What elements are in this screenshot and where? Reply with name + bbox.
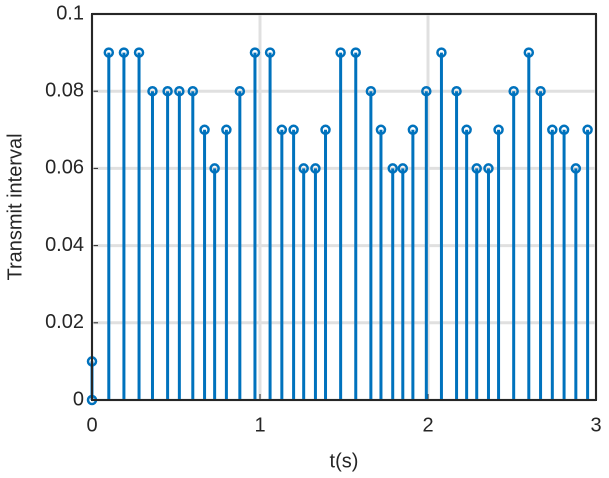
stem-marker [320, 124, 331, 136]
stem-marker [407, 124, 419, 136]
stem-marker [310, 163, 321, 174]
stem-marker [493, 124, 504, 136]
stem-marker [350, 47, 362, 58]
stem-marker [375, 124, 387, 136]
stem-marker [187, 85, 199, 97]
stem-marker [547, 124, 558, 136]
stem-marker [421, 85, 432, 97]
stem-marker [582, 124, 593, 136]
stem-marker [471, 163, 482, 174]
stem-marker [335, 47, 346, 58]
x-tick-label: 3 [590, 414, 601, 436]
stem-marker [397, 163, 409, 174]
stem-marker [298, 163, 309, 174]
stem-marker [461, 124, 472, 136]
y-tick-label: 0.06 [45, 157, 84, 179]
x-tick-label: 1 [254, 414, 265, 436]
x-tick-label: 0 [86, 414, 97, 436]
stem-marker [174, 85, 185, 97]
stem-marker [508, 85, 519, 97]
stem-marker [118, 47, 130, 58]
x-axis-label: t(s) [330, 450, 359, 472]
stem-marker [264, 47, 276, 58]
stem-marker [558, 124, 570, 136]
stem-marker [387, 163, 398, 174]
stem-marker [570, 163, 582, 174]
stem-marker [234, 85, 246, 97]
stem-marker [288, 124, 299, 136]
stem-marker [451, 85, 462, 97]
stem-marker [483, 163, 494, 174]
x-tick-label: 2 [422, 414, 433, 436]
y-tick-label: 0.02 [45, 311, 84, 333]
stem-marker [276, 124, 288, 136]
y-tick-label: 0.1 [56, 2, 84, 24]
axes-box [91, 13, 597, 401]
y-axis-label: Transmit interval [4, 133, 26, 280]
stem-marker [523, 47, 535, 58]
stem-marker [209, 163, 220, 174]
stem-marker [199, 124, 210, 136]
stem-marker [221, 124, 232, 136]
y-tick-label: 0.08 [45, 79, 84, 101]
stem-marker [365, 85, 377, 97]
stem-marker [436, 47, 447, 58]
y-tick-label: 0 [73, 388, 84, 410]
stem-marker [535, 85, 546, 97]
stem-marker [162, 85, 173, 97]
y-tick-label: 0.04 [45, 234, 84, 256]
stem-marker [103, 47, 115, 58]
stem-marker [147, 85, 158, 97]
stem-marker [249, 47, 261, 58]
stem-marker [133, 47, 145, 58]
